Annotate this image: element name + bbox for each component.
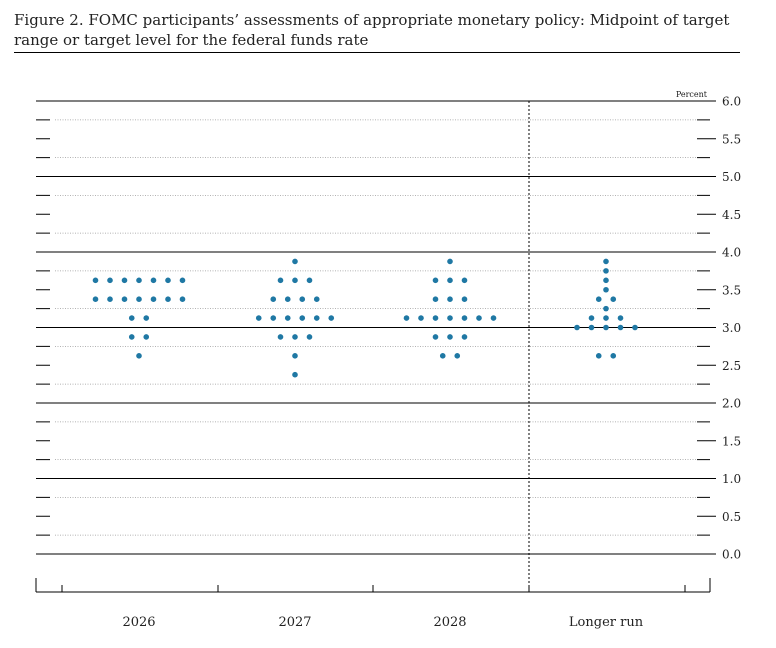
participant-dot	[306, 334, 313, 340]
participant-dot	[461, 315, 468, 321]
participant-dot	[439, 353, 446, 359]
participant-dot	[447, 296, 453, 302]
participant-dot	[128, 334, 135, 340]
y-tick-label: 1.0	[722, 472, 741, 486]
y-tick-label: 4.0	[722, 246, 741, 260]
unit-label: Percent	[676, 90, 708, 99]
axis-ticks	[35, 100, 716, 593]
y-tick-label: 1.5	[722, 434, 741, 448]
participant-dot	[328, 315, 335, 321]
participant-dot	[454, 353, 461, 359]
grid-lines	[36, 100, 710, 592]
participant-dot	[432, 277, 439, 284]
participant-dot	[292, 258, 298, 265]
participant-dot	[574, 324, 580, 331]
participant-dot	[277, 334, 284, 340]
participant-dot	[603, 324, 609, 331]
y-tick-label: 5.0	[722, 170, 741, 184]
axis-labels: 0.0 0.5 1.0 1.5 2.0 2.5 3.0 3.5 4.0 4.5 5.0 5.5 6.0 P…	[122, 90, 741, 630]
y-tick-label: 2.5	[722, 359, 741, 373]
title-rule	[14, 52, 740, 53]
participant-dot	[617, 324, 624, 331]
participant-dot	[255, 315, 262, 321]
participant-dot	[150, 277, 157, 284]
y-tick-label: 3.5	[722, 283, 741, 297]
participant-dot	[603, 258, 609, 265]
participant-dot	[292, 371, 298, 378]
participant-dot	[165, 277, 171, 284]
participant-dot	[292, 334, 298, 340]
participant-dot	[588, 315, 595, 321]
y-tick-label: 3.0	[722, 321, 741, 335]
participant-dot	[595, 353, 602, 359]
participant-dot	[603, 305, 609, 312]
participant-dot	[603, 268, 609, 274]
participant-dot	[617, 315, 624, 321]
participant-dot	[595, 296, 602, 302]
participant-dot	[461, 334, 468, 340]
participant-dot	[490, 315, 497, 321]
participant-dot	[432, 315, 439, 321]
participant-dot	[418, 315, 424, 321]
x-category-label: 2027	[278, 615, 311, 630]
participant-dot	[603, 286, 609, 293]
participant-dot	[128, 315, 135, 321]
dots	[92, 258, 638, 378]
participant-dot	[461, 296, 468, 302]
participant-dot	[107, 296, 113, 302]
figure-title: Figure 2. FOMC participants’ assessments…	[14, 11, 730, 49]
participant-dot	[306, 277, 313, 284]
participant-dot	[603, 315, 609, 321]
participant-dot	[461, 277, 468, 284]
participant-dot	[92, 277, 99, 284]
participant-dot	[179, 296, 186, 302]
participant-dot	[270, 296, 277, 302]
participant-dot	[179, 277, 186, 284]
participant-dot	[136, 277, 142, 284]
participant-dot	[284, 296, 291, 302]
y-tick-label: 4.5	[722, 208, 741, 222]
y-tick-label: 0.0	[722, 548, 741, 562]
x-category-label: 2028	[433, 615, 466, 630]
participant-dot	[165, 296, 171, 302]
participant-dot	[447, 334, 453, 340]
participant-dot	[92, 296, 99, 302]
x-category-label: Longer run	[569, 615, 644, 630]
participant-dot	[447, 258, 453, 265]
participant-dot	[610, 353, 617, 359]
participant-dot	[432, 334, 439, 340]
y-tick-label: 6.0	[722, 95, 741, 109]
participant-dot	[136, 296, 142, 302]
y-tick-label: 5.5	[722, 132, 741, 146]
participant-dot	[313, 315, 320, 321]
participant-dot	[292, 277, 298, 284]
participant-dot	[270, 315, 277, 321]
y-tick-label: 2.0	[722, 397, 741, 411]
participant-dot	[447, 277, 453, 284]
participant-dot	[432, 296, 439, 302]
participant-dot	[136, 353, 142, 359]
participant-dot	[284, 315, 291, 321]
participant-dot	[403, 315, 410, 321]
x-category-label: 2026	[122, 615, 155, 630]
participant-dot	[107, 277, 113, 284]
participant-dot	[143, 334, 150, 340]
participant-dot	[476, 315, 482, 321]
participant-dot	[292, 353, 298, 359]
participant-dot	[150, 296, 157, 302]
participant-dot	[588, 324, 595, 331]
participant-dot	[632, 324, 638, 331]
participant-dot	[299, 315, 306, 321]
participant-dot	[121, 296, 128, 302]
participant-dot	[603, 277, 609, 284]
participant-dot	[610, 296, 617, 302]
participant-dot	[447, 315, 453, 321]
participant-dot	[121, 277, 128, 284]
participant-dot	[313, 296, 320, 302]
participant-dot	[143, 315, 150, 321]
y-tick-label: 0.5	[722, 510, 741, 524]
participant-dot	[299, 296, 306, 302]
participant-dot	[277, 277, 284, 284]
